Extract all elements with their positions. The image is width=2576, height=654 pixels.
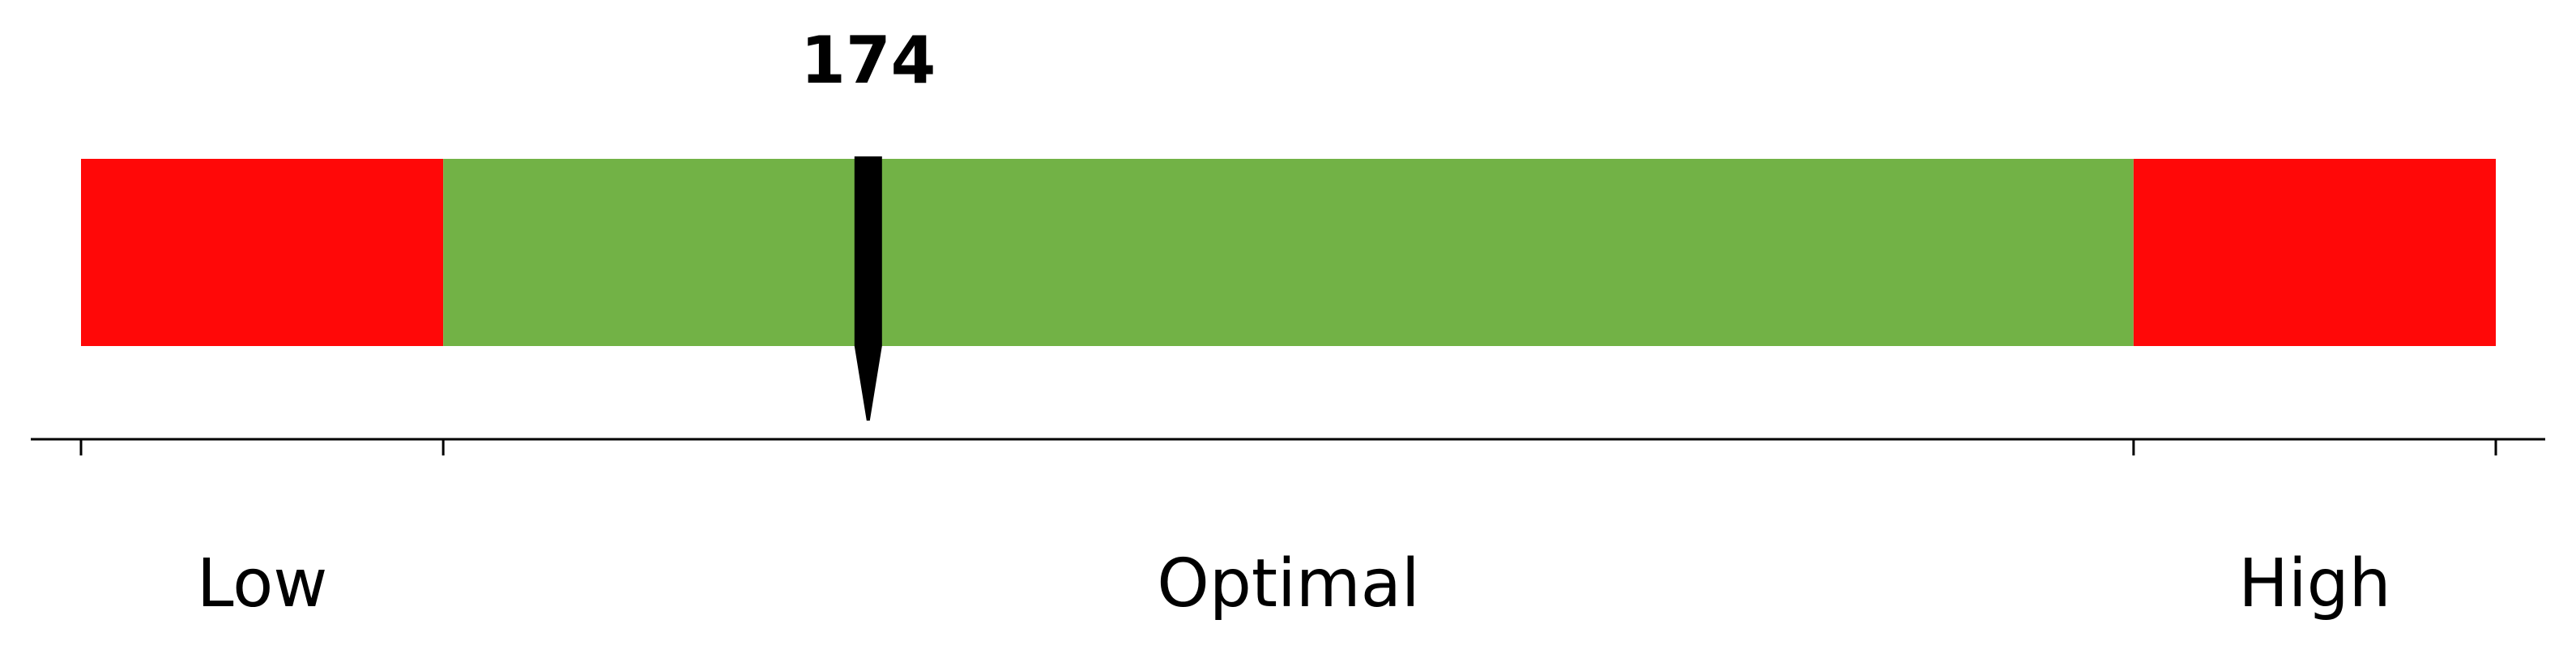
value-marker — [854, 156, 882, 421]
zone-label-high: High — [2238, 545, 2390, 622]
value-marker-bar — [854, 156, 882, 346]
zone-optimal — [443, 159, 2134, 346]
zone-label-optimal: Optimal — [1157, 545, 1419, 622]
zone-labels: Low Optimal High — [197, 545, 2391, 622]
axis-ticks — [79, 439, 2497, 455]
zone-low — [81, 159, 444, 346]
zone-high — [2133, 159, 2496, 346]
value-label: 174 — [800, 23, 936, 98]
value-marker-pointer — [854, 346, 882, 421]
zone-label-low: Low — [197, 545, 327, 622]
gauge-zones — [81, 159, 2496, 346]
